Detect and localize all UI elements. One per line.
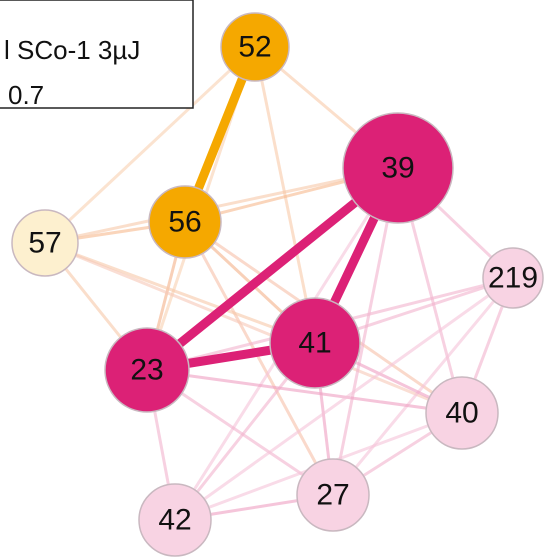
node bbox=[104, 327, 190, 413]
node-label: 219 bbox=[488, 262, 538, 295]
node-label: 23 bbox=[130, 354, 163, 387]
edge bbox=[146, 368, 463, 415]
node bbox=[342, 112, 454, 224]
node-label: 39 bbox=[381, 152, 414, 185]
edge bbox=[183, 221, 335, 496]
legend-line: l SCo-1 3µJ bbox=[4, 35, 140, 65]
node-label: 27 bbox=[316, 479, 349, 512]
legend-box bbox=[0, 0, 194, 109]
node bbox=[220, 12, 290, 82]
node-label: 52 bbox=[238, 31, 271, 64]
node bbox=[482, 247, 544, 309]
edge bbox=[331, 277, 515, 496]
nodes: 52 56 57 39 219 41 23 40 27 42 bbox=[11, 12, 544, 557]
edge bbox=[174, 276, 514, 522]
edge bbox=[44, 166, 399, 245]
node-label: 56 bbox=[168, 206, 201, 239]
node-label: 57 bbox=[28, 227, 61, 260]
node bbox=[269, 297, 361, 389]
edge bbox=[44, 241, 463, 415]
node-label: 42 bbox=[158, 504, 191, 537]
node-label: 40 bbox=[445, 397, 478, 430]
node bbox=[296, 458, 370, 532]
edge bbox=[43, 45, 257, 245]
node bbox=[148, 185, 222, 259]
edge bbox=[253, 46, 317, 344]
node bbox=[138, 483, 212, 557]
legend-line: 0.7 bbox=[8, 80, 44, 110]
node-label: 41 bbox=[298, 327, 331, 360]
node bbox=[11, 209, 79, 277]
edge bbox=[44, 241, 316, 345]
edges bbox=[43, 45, 515, 522]
node bbox=[425, 376, 499, 450]
